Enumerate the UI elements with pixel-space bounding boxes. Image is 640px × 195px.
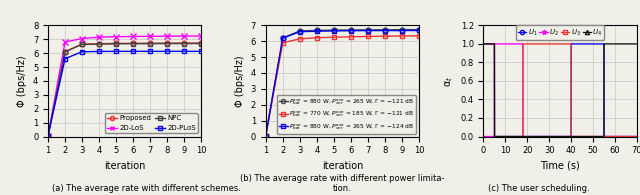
Y-axis label: α$_t$: α$_t$ (443, 75, 455, 87)
X-axis label: iteration: iteration (322, 161, 363, 171)
$U_3$ (605, 135, 613, 138)
$U_4$ (538, 135, 546, 138)
$U_1$ (633, 135, 640, 138)
$U_3$ (579, 135, 587, 138)
Text: (c) The user scheduling.: (c) The user scheduling. (488, 184, 589, 193)
$U_1$ (605, 135, 613, 138)
$U_1$ (508, 135, 515, 138)
$U_1$ (579, 43, 587, 45)
$U_2$ (508, 43, 515, 45)
$U_3$ (594, 135, 602, 138)
X-axis label: iteration: iteration (104, 161, 145, 171)
$U_2$ (605, 135, 613, 138)
$U_1$ (538, 135, 546, 138)
$U_2$ (572, 135, 579, 138)
$U_4$ (633, 43, 640, 45)
$U_4$ (491, 135, 499, 138)
$U_2$ (594, 135, 602, 138)
$U_1$ (572, 43, 579, 45)
$U_3$ (538, 43, 546, 45)
$U_2$ (491, 43, 499, 45)
Y-axis label: Φ (bps/Hz): Φ (bps/Hz) (17, 55, 28, 107)
$U_4$ (594, 135, 602, 138)
Line: $U_2$: $U_2$ (483, 44, 637, 136)
$U_3$ (508, 135, 515, 138)
Y-axis label: Φ (bps/Hz): Φ (bps/Hz) (235, 55, 245, 107)
Legend: Proposed, 2D-LoS, NPC, 2D-PLoS: Proposed, 2D-LoS, NPC, 2D-PLoS (105, 113, 198, 133)
$U_4$ (572, 135, 579, 138)
$U_3$ (491, 135, 499, 138)
$U_1$ (491, 135, 499, 138)
$U_3$ (479, 43, 487, 45)
Text: (a) The average rate with different schemes.: (a) The average rate with different sche… (52, 184, 241, 193)
X-axis label: Time (s): Time (s) (540, 161, 580, 171)
$U_4$ (579, 135, 587, 138)
$U_1$ (594, 43, 602, 45)
Line: $U_4$: $U_4$ (483, 44, 637, 136)
$U_4$ (508, 135, 515, 138)
$U_4$ (605, 43, 613, 45)
$U_4$ (479, 43, 487, 45)
Line: $U_1$: $U_1$ (483, 44, 637, 136)
Text: (b) The average rate with different power limita-
tion.: (b) The average rate with different powe… (240, 174, 445, 193)
$U_3$ (572, 135, 579, 138)
$U_2$ (633, 135, 640, 138)
Line: $U_3$: $U_3$ (483, 44, 637, 136)
Legend: $P^{\rm ave}_{\rm bat}$ = 880 W, $P^{\rm ave}_{\rm ver}$ = 265 W, $\Gamma$ = −12: $P^{\rm ave}_{\rm bat}$ = 880 W, $P^{\rm… (277, 95, 416, 134)
$U_2$ (579, 135, 587, 138)
$U_2$ (479, 135, 487, 138)
Legend: $U_1$, $U_2$, $U_3$, $U_4$: $U_1$, $U_2$, $U_3$, $U_4$ (516, 26, 604, 40)
$U_2$ (538, 135, 546, 138)
$U_1$ (479, 43, 487, 45)
$U_3$ (633, 135, 640, 138)
